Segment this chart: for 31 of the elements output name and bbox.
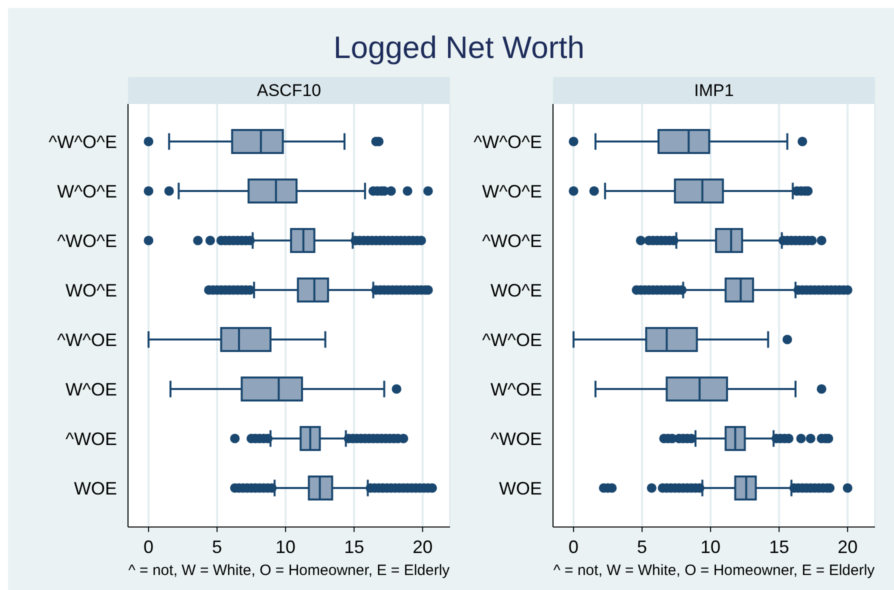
y-tick-label: ^W^OE: [482, 330, 542, 350]
y-tick-label: ^W^O^E: [48, 132, 117, 152]
y-tick-label: ^W^O^E: [474, 132, 542, 152]
x-tick-label: 5: [212, 536, 222, 557]
y-tick-label: WO^E: [490, 280, 542, 301]
y-tick-label: W^O^E: [57, 182, 117, 202]
x-tick-label: 10: [276, 536, 296, 557]
y-tick-label: ^WO^E: [57, 231, 117, 252]
x-tick-label: 0: [568, 536, 579, 557]
text: Logged Net Worth: [333, 30, 585, 65]
y-tick-label: ^WOE: [490, 429, 542, 450]
y-tick-label: W^O^E: [482, 182, 542, 202]
x-tick-label: 10: [700, 536, 721, 557]
x-axis-title: ^ = not, W = White, O = Homeowner, E = Elderly: [553, 562, 876, 579]
x-tick-label: 5: [637, 536, 648, 557]
y-tick-label: W^OE: [66, 380, 117, 400]
chart-title: ASCF10: [256, 81, 322, 100]
x-tick-label: 20: [412, 536, 433, 557]
x-tick-label: 15: [344, 536, 364, 557]
y-tick-label: ^W^OE: [57, 330, 117, 350]
x-axis-title: ^ = not, W = White, O = Homeowner, E = Elderly: [128, 562, 450, 579]
y-tick-label: W^OE: [490, 380, 542, 400]
x-tick-label: 20: [838, 536, 858, 557]
x-tick-label: 0: [144, 536, 154, 557]
y-tick-label: WO^E: [66, 280, 117, 301]
y-tick-label: ^WO^E: [482, 231, 542, 252]
y-tick-label: ^WOE: [66, 429, 117, 450]
chart-title: IMP1: [694, 81, 734, 100]
y-tick-label: WOE: [499, 478, 542, 499]
x-tick-label: 15: [769, 536, 790, 557]
y-tick-label: WOE: [74, 478, 117, 499]
